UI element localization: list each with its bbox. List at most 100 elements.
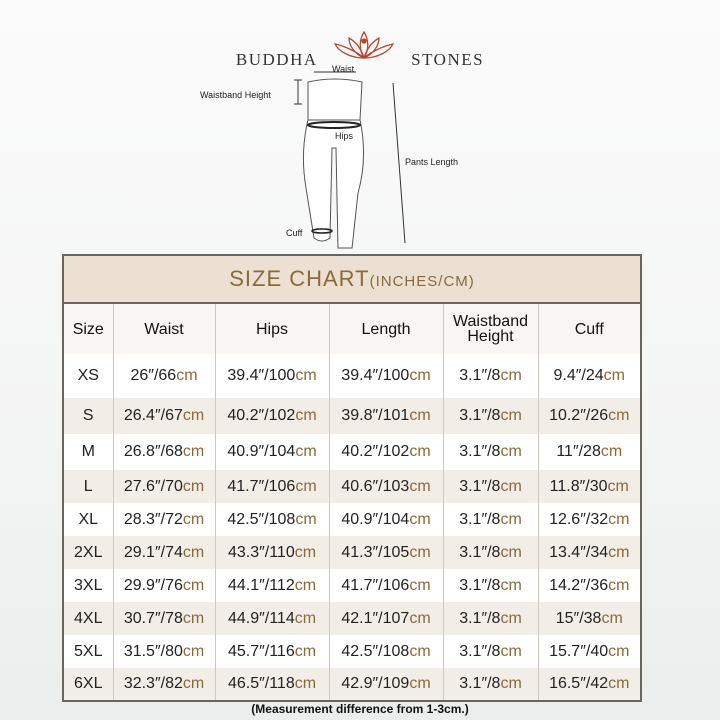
brand-right: STONES bbox=[411, 50, 485, 70]
cell-value: 42.5″/108 bbox=[341, 642, 410, 660]
cell-length: 42.5″/108cm bbox=[328, 635, 443, 668]
measurement-note: (Measurement difference from 1-3cm.) bbox=[251, 702, 469, 716]
unit-cm: cm bbox=[409, 407, 431, 424]
cell-waistband: 3.1″/8cm bbox=[442, 434, 538, 470]
cell-value: 42.9″/109 bbox=[341, 675, 410, 692]
lotus-logo-icon bbox=[334, 30, 395, 60]
cell-value: 26″/66 bbox=[130, 367, 177, 384]
cell-length: 40.9″/104cm bbox=[328, 503, 443, 536]
cell-waistband: 3.1″/8cm bbox=[442, 668, 538, 701]
unit-cm: cm bbox=[294, 543, 317, 561]
cell-value: 26.8″/68 bbox=[123, 443, 183, 460]
cell-length: 40.2″/102cm bbox=[328, 434, 443, 470]
cell-waist: 30.7″/78cm bbox=[112, 602, 215, 635]
cell-value: 11″/28 bbox=[556, 443, 601, 460]
cell-size: 3XL bbox=[62, 569, 113, 602]
cell-waistband: 3.1″/8cm bbox=[442, 503, 538, 536]
unit-cm: cm bbox=[500, 609, 522, 627]
cell-value: 40.2″/102 bbox=[227, 407, 296, 424]
cell-hips: 44.9″/114cm bbox=[214, 602, 329, 635]
cell-length: 41.3″/105cm bbox=[328, 536, 443, 569]
cell-cuff: 11.8″/30cm bbox=[537, 470, 641, 503]
unit-cm: cm bbox=[601, 609, 623, 627]
cell-value: 11.8″/30 bbox=[549, 477, 608, 495]
cell-size: M bbox=[62, 434, 113, 470]
cell-value: 2XL bbox=[74, 543, 103, 561]
cell-size: 5XL bbox=[62, 635, 113, 668]
unit-cm: cm bbox=[500, 407, 522, 424]
cell-value: 39.4″/100 bbox=[227, 367, 296, 384]
cell-hips: 45.7″/116cm bbox=[214, 635, 329, 668]
cell-value: 13.4″/34 bbox=[549, 543, 609, 561]
cell-size: 2XL bbox=[62, 536, 113, 569]
unit-cm: cm bbox=[182, 510, 205, 528]
cell-value: 40.9″/104 bbox=[227, 443, 296, 460]
cell-hips: 41.7″/106cm bbox=[214, 470, 329, 503]
cell-value: 16.5″/42 bbox=[549, 675, 609, 692]
unit-cm: cm bbox=[176, 367, 198, 384]
cell-value: 46.5″/118 bbox=[227, 675, 295, 692]
cell-value: 3.1″/8 bbox=[459, 609, 501, 627]
cell-waist: 26.4″/67cm bbox=[112, 398, 215, 434]
table-row: 3XL 29.9″/76cm 44.1″/112cm 41.7″/106cm 3.1″/… bbox=[62, 569, 641, 602]
unit-cm: cm bbox=[182, 675, 205, 692]
unit-cm: cm bbox=[409, 367, 431, 384]
cell-length: 42.1″/107cm bbox=[328, 602, 443, 635]
waist-label: Waist bbox=[332, 64, 355, 74]
title-text: SIZE CHART bbox=[229, 266, 370, 291]
cell-value: 15″/38 bbox=[555, 609, 602, 627]
cell-cuff: 9.4″/24cm bbox=[537, 354, 641, 398]
header-waistband-height: Waistband Height bbox=[442, 303, 538, 354]
unit-cm: cm bbox=[608, 675, 630, 692]
header-hips: Hips bbox=[214, 303, 329, 354]
cell-value: 44.1″/112 bbox=[227, 576, 295, 594]
cell-value: 43.3″/110 bbox=[227, 543, 295, 561]
cell-hips: 40.2″/102cm bbox=[214, 398, 329, 434]
header-size: Size bbox=[62, 303, 113, 354]
unit-cm: cm bbox=[295, 443, 317, 460]
cell-value: 31.5″/80 bbox=[123, 642, 183, 660]
size-chart-table: SIZE CHART(INCHES/CM) Size Waist Hips Le… bbox=[62, 254, 642, 702]
unit-cm: cm bbox=[603, 367, 625, 384]
cell-value: 39.4″/100 bbox=[341, 367, 410, 384]
cell-waistband: 3.1″/8cm bbox=[442, 354, 538, 398]
cell-value: 4XL bbox=[74, 609, 103, 627]
cell-size: L bbox=[62, 470, 113, 503]
cell-value: 3.1″/8 bbox=[459, 642, 501, 660]
cell-waistband: 3.1″/8cm bbox=[442, 635, 538, 668]
table-row: L 27.6″/70cm 41.7″/106cm 40.6″/103cm 3.1″/8c… bbox=[62, 470, 641, 503]
cell-waist: 26″/66cm bbox=[112, 354, 215, 398]
cell-size: XL bbox=[62, 503, 113, 536]
cell-cuff: 12.6″/32cm bbox=[537, 503, 641, 536]
pants-length-label: Pants Length bbox=[405, 157, 459, 167]
cell-waistband: 3.1″/8cm bbox=[442, 536, 538, 569]
unit-cm: cm bbox=[295, 510, 317, 528]
unit-cm: cm bbox=[608, 407, 630, 424]
cell-length: 39.4″/100cm bbox=[328, 354, 443, 398]
unit-cm: cm bbox=[182, 543, 205, 561]
unit-cm: cm bbox=[500, 367, 522, 384]
cell-cuff: 13.4″/34cm bbox=[537, 536, 641, 569]
brand-header: BUDDHA STONES bbox=[0, 28, 720, 70]
cell-value: 40.6″/103 bbox=[341, 477, 410, 495]
cell-waistband: 3.1″/8cm bbox=[442, 470, 538, 503]
unit-cm: cm bbox=[294, 642, 317, 660]
cell-value: 32.3″/82 bbox=[123, 675, 183, 692]
unit-cm: cm bbox=[409, 675, 431, 692]
unit-cm: cm bbox=[294, 609, 317, 627]
cell-hips: 39.4″/100cm bbox=[214, 354, 329, 398]
unit-cm: cm bbox=[182, 642, 205, 660]
unit-cm: cm bbox=[608, 576, 630, 594]
cell-size: 6XL bbox=[62, 668, 113, 701]
header-waist: Waist bbox=[112, 303, 215, 354]
unit-cm: cm bbox=[182, 609, 205, 627]
cell-waistband: 3.1″/8cm bbox=[442, 398, 538, 434]
cell-hips: 42.5″/108cm bbox=[214, 503, 329, 536]
cell-value: 6XL bbox=[74, 675, 103, 692]
cell-value: XL bbox=[78, 510, 99, 528]
unit-cm: cm bbox=[608, 510, 630, 528]
unit-cm: cm bbox=[182, 576, 205, 594]
unit-cm: cm bbox=[295, 367, 317, 384]
waistband-height-label: Waistband Height bbox=[200, 90, 271, 100]
cell-waist: 32.3″/82cm bbox=[112, 668, 215, 701]
